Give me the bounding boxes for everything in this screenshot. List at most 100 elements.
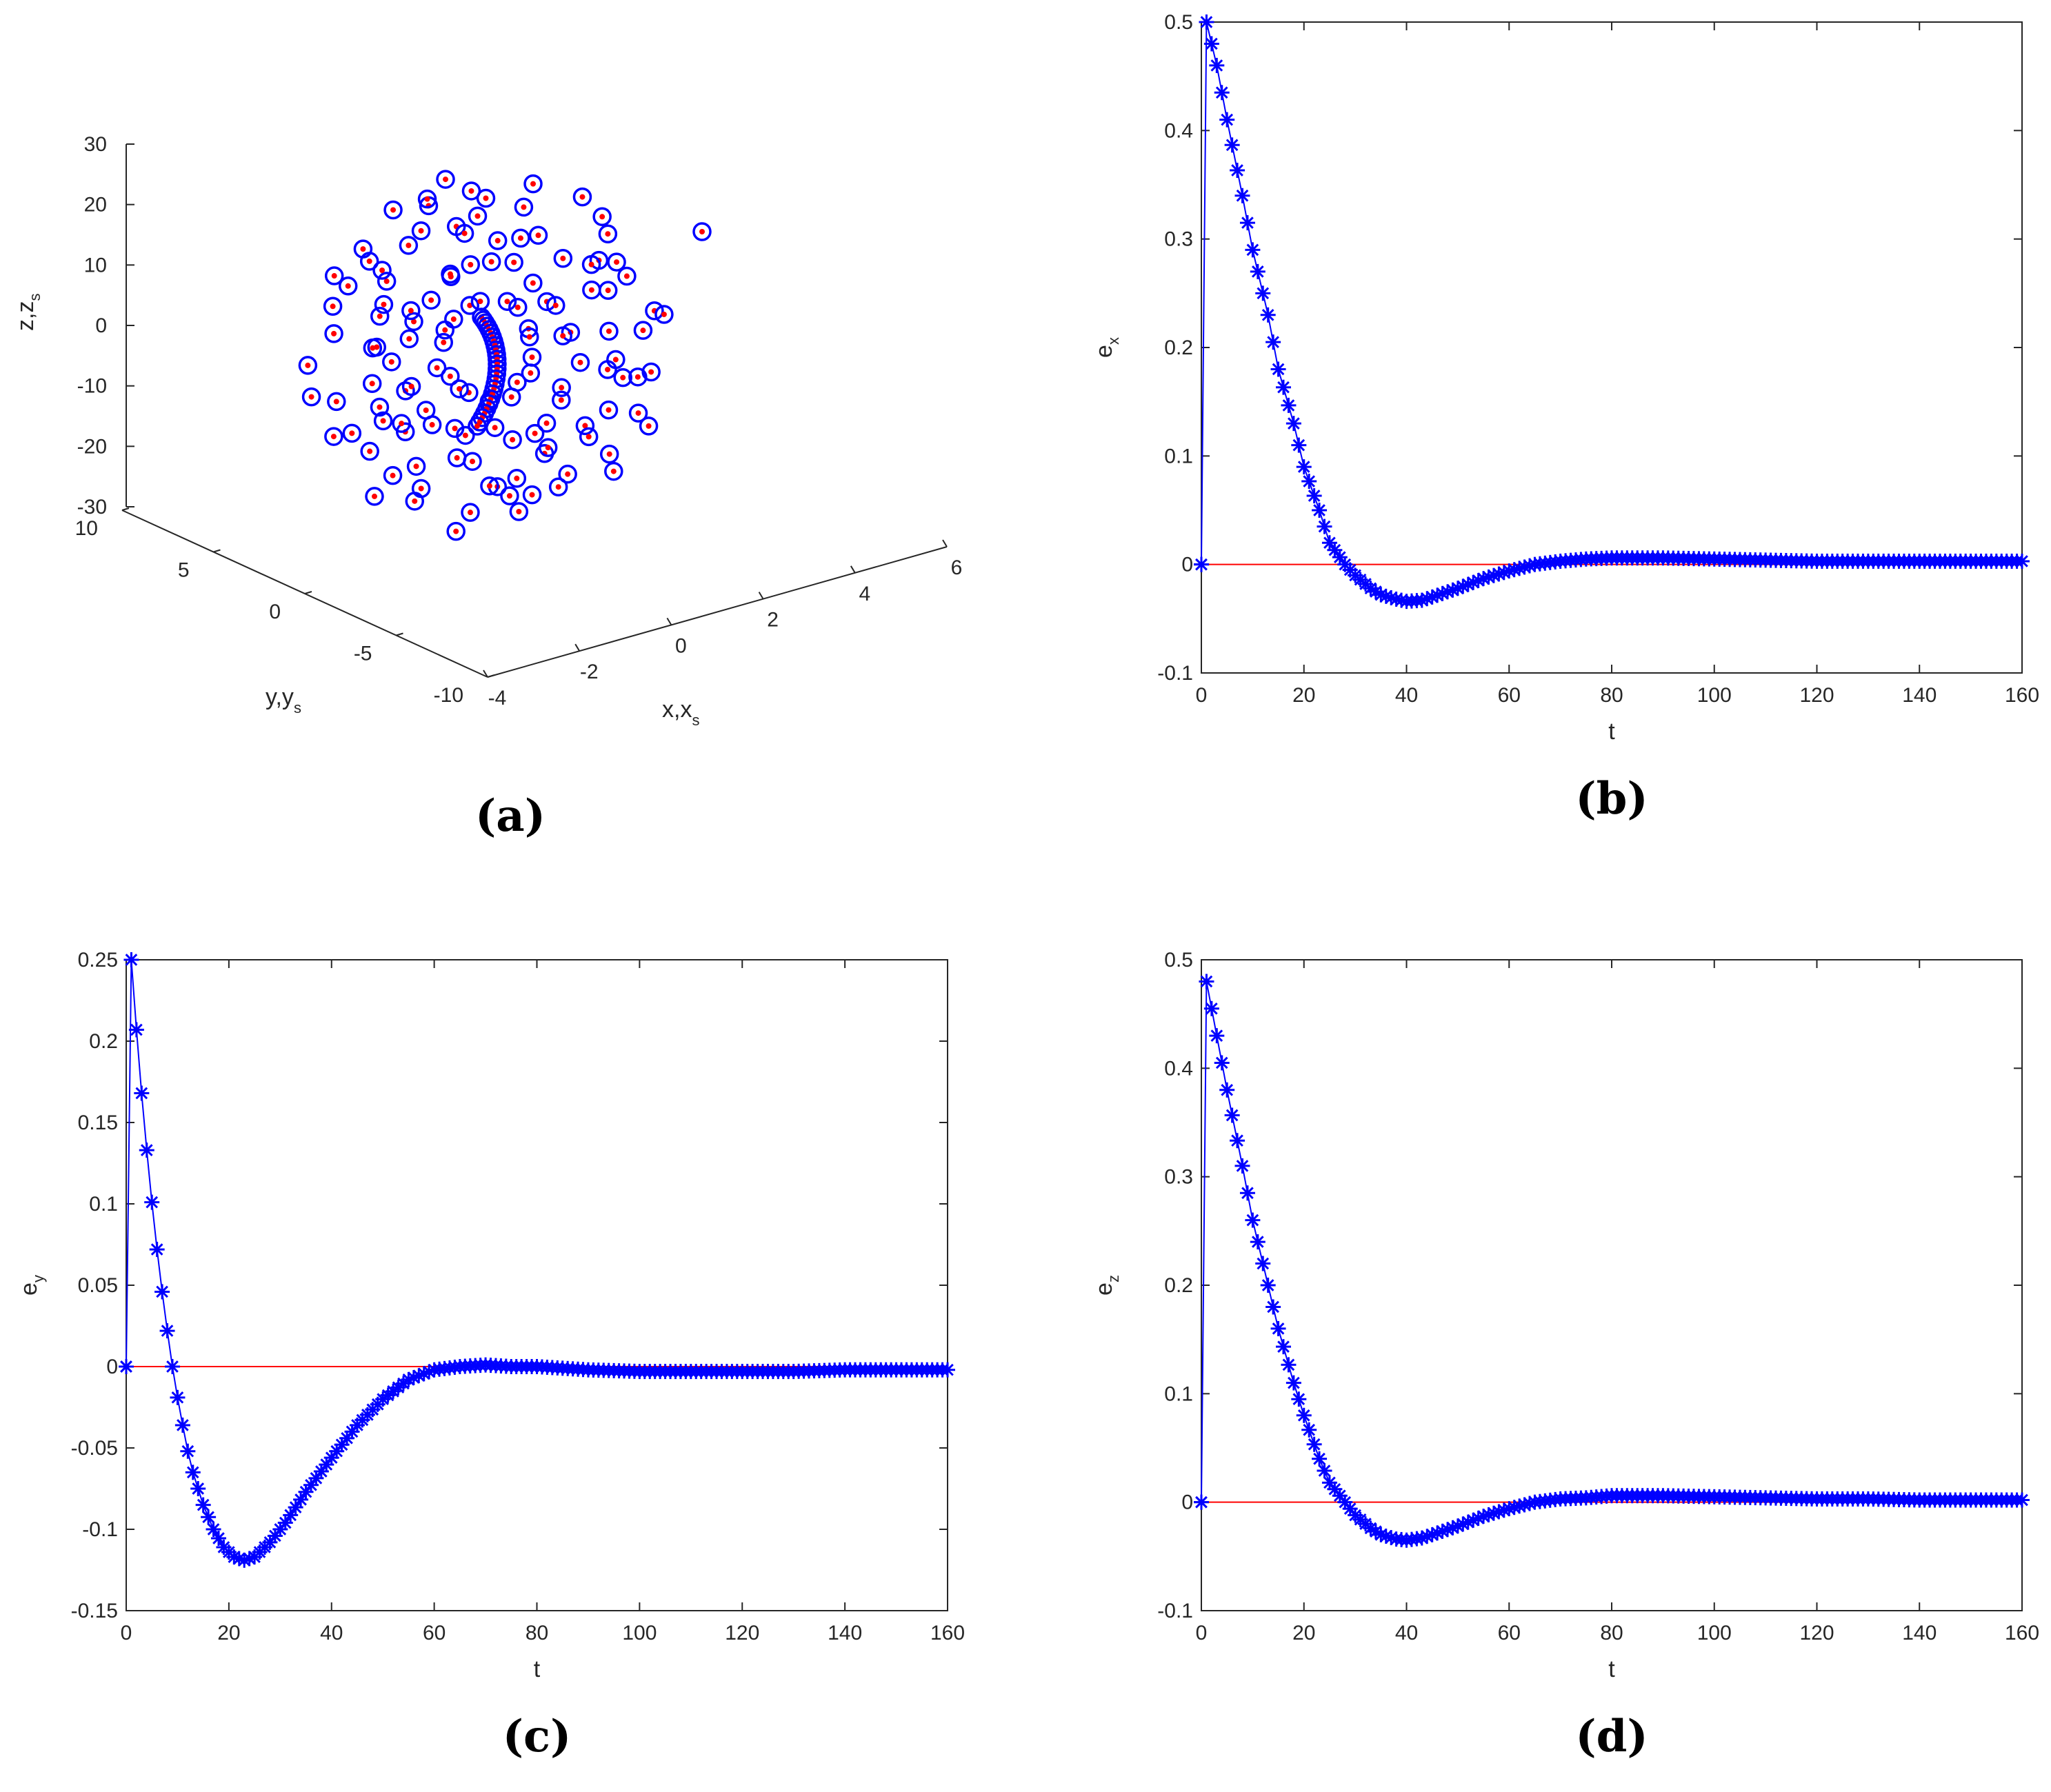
- series-marker: [1203, 36, 1219, 52]
- scatter-point-dot: [555, 484, 561, 490]
- scatter-point-dot: [399, 421, 405, 427]
- x-tick-label: 160: [930, 1622, 965, 1644]
- scatter-point-circle: [645, 301, 664, 321]
- series-marker: [1250, 263, 1265, 279]
- scatter-point-circle: [592, 207, 612, 227]
- scatter-point-circle: [324, 324, 343, 343]
- y-tick-label: 0.05: [78, 1274, 118, 1297]
- series-marker: [128, 1022, 144, 1038]
- scatter-point-dot: [408, 308, 414, 314]
- scatter-point-circle: [404, 312, 423, 332]
- scatter-point-circle: [441, 267, 461, 286]
- scatter-point-dot: [331, 273, 337, 279]
- scatter-point-dot: [494, 238, 501, 244]
- scatter-point-circle: [481, 252, 501, 272]
- y-axis-label-main: e: [1091, 345, 1117, 358]
- scatter-point-circle: [570, 352, 590, 372]
- y-tick-label: 0.3: [1164, 228, 1193, 251]
- series-marker: [1224, 1107, 1240, 1123]
- scatter-point-dot: [606, 407, 612, 413]
- series-marker: [1199, 974, 1214, 989]
- scatter-point-circle: [488, 231, 508, 250]
- series-marker: [277, 1515, 293, 1531]
- scatter-point-circle: [639, 416, 659, 436]
- z-tick-label: 30: [84, 133, 107, 156]
- y-tick-label: 0.1: [1164, 445, 1193, 467]
- x-tick-label: 100: [622, 1622, 657, 1644]
- scatter-point-dot: [360, 246, 366, 252]
- scatter-point-circle: [617, 266, 637, 286]
- series-marker: [1301, 474, 1317, 490]
- x-tick-label: 140: [1902, 684, 1937, 707]
- scatter-point-dot: [381, 301, 387, 308]
- series-marker: [1306, 488, 1322, 504]
- scatter-point-circle: [338, 276, 358, 296]
- scatter-point-circle: [383, 465, 403, 485]
- scatter-point-circle: [497, 292, 517, 311]
- x-tick-label: 80: [1600, 684, 1623, 707]
- scatter-point-dot: [441, 339, 447, 345]
- x-tick-label: 80: [526, 1622, 548, 1644]
- scatter-point-dot: [377, 404, 383, 410]
- x-tick-label: 20: [1292, 684, 1315, 707]
- y-tick-label: -0.1: [1157, 662, 1193, 685]
- scatter-point-circle: [501, 387, 521, 407]
- x-tick-label: 120: [725, 1622, 759, 1644]
- x-tick-label: 4: [859, 583, 870, 605]
- x-tick-label: 40: [1395, 684, 1418, 707]
- scatter-point-dot: [411, 319, 417, 325]
- scatter-point-dot: [560, 333, 566, 339]
- scatter-point-dot: [366, 258, 372, 264]
- series-marker: [1373, 587, 1389, 603]
- scatter-point-dot: [470, 459, 476, 465]
- scatter-point-circle: [441, 366, 460, 386]
- scatter-point-dot: [453, 528, 459, 534]
- panel-b-chart: 0 20 40 60 80 100 120 140 160-0.100.10.20.30.40.…: [1091, 11, 2039, 825]
- scatter-point-circle: [503, 430, 522, 450]
- scatter-point-dot: [529, 492, 535, 498]
- series-marker: [1285, 1375, 1301, 1391]
- scatter-point-dot: [408, 383, 414, 390]
- series-marker: [1265, 334, 1281, 350]
- scatter-point-dot: [370, 345, 376, 351]
- scatter-point-dot: [514, 304, 521, 310]
- series-marker: [1276, 1339, 1291, 1355]
- scatter-point-circle: [372, 261, 392, 280]
- series-marker: [174, 1417, 190, 1433]
- y-axis-label-main: e: [1091, 1282, 1117, 1296]
- scatter-point-dot: [443, 177, 449, 183]
- scatter-point-dot: [582, 423, 588, 429]
- scatter-point-circle: [377, 272, 397, 291]
- series-marker: [1209, 57, 1225, 73]
- scatter-point-dot: [371, 493, 377, 499]
- series-marker: [1301, 1422, 1317, 1438]
- scatter-point-dot: [588, 287, 594, 293]
- series-marker: [308, 1470, 324, 1486]
- scatter-point-circle: [654, 305, 674, 324]
- y-tick-label: 0.1: [89, 1193, 118, 1216]
- plot-box-b: [1201, 21, 2023, 674]
- series-marker: [190, 1481, 206, 1496]
- series-marker: [1245, 242, 1261, 258]
- y-axis-label: ez: [1091, 1275, 1122, 1296]
- scatter-point-dot: [388, 359, 394, 365]
- scatter-point-dot: [586, 434, 592, 440]
- scatter-point-dot: [514, 379, 520, 385]
- scatter-point-circle: [362, 374, 382, 394]
- scatter-point-dot: [514, 475, 520, 481]
- scatter-point-dot: [331, 330, 337, 336]
- scatter-point-dot: [532, 430, 538, 436]
- scatter-point-dot: [379, 267, 386, 273]
- scatter-point-dot: [599, 214, 606, 220]
- series-marker: [139, 1142, 154, 1158]
- scatter-point-circle: [353, 239, 373, 259]
- scatter-point-dot: [477, 419, 483, 425]
- x-tick-label: 60: [1498, 1622, 1521, 1644]
- panel-d-chart: 0 20 40 60 80 100 120 140 160-0.100.10.20.30.40.…: [1091, 949, 2039, 1762]
- scatter-point-circle: [523, 273, 543, 293]
- scatter-point-dot: [606, 328, 612, 334]
- series-marker: [1312, 1451, 1328, 1467]
- scatter-point-circle: [579, 427, 599, 447]
- scatter-point-dot: [605, 288, 611, 294]
